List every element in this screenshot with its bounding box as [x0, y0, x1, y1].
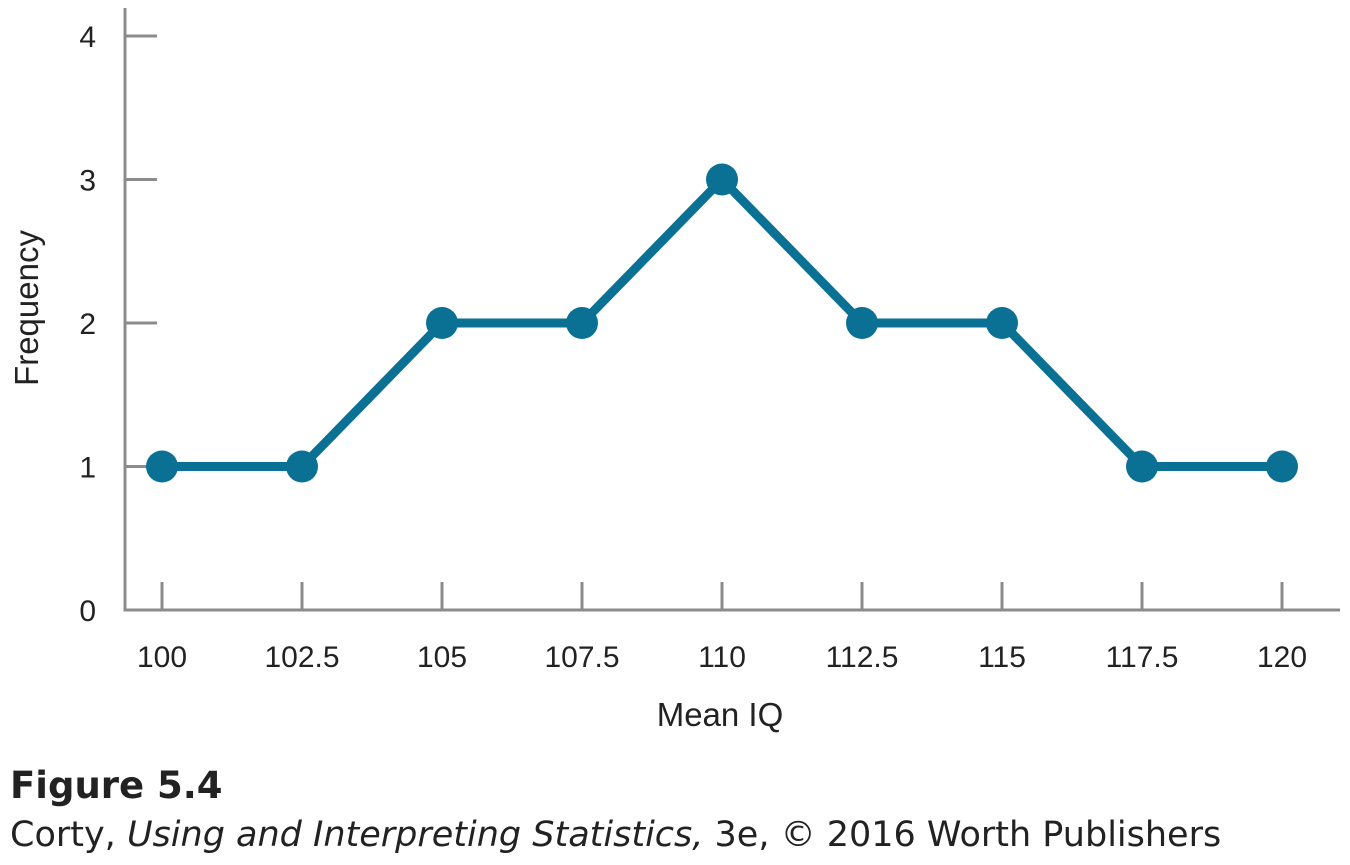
y-tick-label: 0 [79, 595, 96, 628]
x-tick-label: 120 [1257, 641, 1307, 674]
data-point [846, 307, 878, 339]
x-tick-label: 102.5 [264, 641, 339, 674]
chart-axes [123, 8, 1340, 612]
y-tick-label: 1 [79, 452, 96, 485]
data-point [566, 307, 598, 339]
data-point [1266, 450, 1298, 483]
x-tick-label: 107.5 [544, 641, 619, 674]
credit-suffix: 3e, © 2016 Worth Publishers [703, 815, 1222, 855]
x-axis-title: Mean IQ [657, 696, 784, 733]
chart-series [146, 163, 1298, 483]
x-tick-label: 112.5 [826, 641, 899, 674]
x-tick-label: 105 [417, 641, 467, 674]
credit-prefix: Corty, [10, 815, 127, 855]
figure-label: Figure 5.4 [10, 764, 223, 807]
data-point [1126, 450, 1158, 483]
y-tick-label: 2 [79, 308, 96, 341]
y-tick-label: 3 [79, 165, 96, 198]
x-tick-label: 100 [137, 641, 187, 674]
data-point [146, 450, 178, 483]
data-point [986, 307, 1018, 339]
data-point [426, 307, 458, 339]
x-tick-label: 117.5 [1106, 641, 1179, 674]
data-point [286, 450, 318, 483]
x-tick-label: 110 [698, 641, 746, 674]
chart-ticks: 0 1 2 3 4 100 102.5 105 107.5 110 112.5 115 117.5 120 [79, 21, 1307, 674]
y-axis-title: Frequency [8, 230, 45, 386]
credit-book-title: Using and Interpreting Statistics, [126, 815, 704, 855]
x-tick-label: 115 [978, 641, 1026, 674]
line-chart: 0 1 2 3 4 100 102.5 105 107.5 110 112.5 115 117.5 120… [8, 8, 1340, 733]
data-point [706, 163, 738, 196]
figure-credit: Corty, Using and Interpreting Statistics… [10, 815, 1221, 855]
y-tick-label: 4 [79, 21, 96, 54]
series-line [157, 175, 1287, 471]
